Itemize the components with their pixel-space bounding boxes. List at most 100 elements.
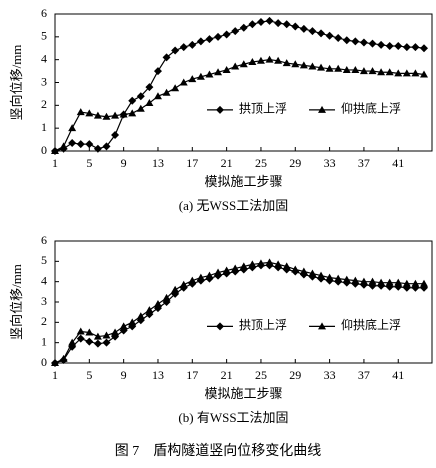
x-tick-label: 37 — [358, 156, 370, 170]
data-point — [102, 331, 111, 339]
y-tick-label: 1 — [41, 334, 47, 348]
x-tick-label: 41 — [392, 156, 404, 170]
data-point — [248, 260, 257, 268]
x-tick-label: 5 — [86, 156, 92, 170]
y-axis-label: 竖向位移/mm — [9, 45, 24, 121]
data-point — [359, 277, 368, 285]
y-tick-label: 4 — [41, 273, 47, 287]
data-point — [119, 110, 128, 118]
x-tick-label: 33 — [324, 156, 336, 170]
data-point — [420, 279, 428, 287]
y-tick-label: 3 — [41, 294, 47, 308]
data-point — [231, 264, 240, 272]
data-point — [265, 258, 274, 266]
data-point — [68, 139, 77, 148]
data-point — [342, 36, 351, 45]
data-point — [317, 63, 326, 71]
data-point — [145, 306, 154, 314]
data-point — [136, 104, 145, 112]
y-tick-label: 4 — [41, 51, 47, 65]
figure-title: 图 7 盾构隧道竖向位移变化曲线 — [115, 443, 322, 459]
y-tick-label: 0 — [41, 143, 47, 157]
series-line — [54, 20, 425, 152]
legend-marker — [318, 322, 327, 330]
y-axis-label: 竖向位移/mm — [9, 264, 24, 340]
data-point — [93, 332, 102, 340]
data-point — [402, 69, 411, 77]
data-point — [171, 285, 180, 293]
data-point — [402, 43, 411, 52]
data-point — [153, 92, 162, 100]
data-point — [68, 124, 77, 132]
data-point — [282, 20, 291, 29]
data-point — [196, 273, 205, 281]
data-point — [411, 279, 420, 287]
series-line — [54, 261, 424, 364]
data-point — [51, 359, 59, 366]
x-tick-label: 1 — [52, 368, 58, 382]
data-point — [377, 278, 386, 286]
y-tick-label: 6 — [41, 233, 47, 247]
data-point — [420, 44, 428, 53]
x-tick-label: 17 — [186, 156, 198, 170]
data-point — [136, 312, 145, 320]
caption: (a) 无WSS工法加固 — [179, 198, 288, 213]
data-point — [274, 56, 283, 64]
data-point — [171, 84, 180, 92]
data-point — [128, 318, 137, 326]
x-tick-label: 21 — [221, 368, 233, 382]
x-tick-label: 21 — [221, 156, 233, 170]
data-point — [334, 274, 343, 282]
data-point — [411, 43, 420, 52]
data-point — [394, 278, 403, 286]
data-point — [145, 83, 154, 92]
data-point — [265, 16, 274, 25]
data-point — [93, 339, 102, 348]
data-point — [420, 70, 428, 78]
data-point — [274, 260, 283, 268]
plot-frame — [54, 13, 433, 152]
legend-label: 仰拱底上浮 — [341, 101, 401, 116]
data-point — [222, 30, 231, 39]
data-point — [179, 43, 188, 52]
data-point — [214, 268, 223, 276]
data-point — [351, 37, 360, 46]
data-point — [256, 259, 265, 267]
x-tick-label: 41 — [392, 368, 404, 382]
data-point — [222, 266, 231, 274]
data-point — [214, 32, 223, 41]
x-tick-label: 5 — [86, 368, 92, 382]
y-tick-label: 5 — [41, 29, 47, 43]
data-point — [59, 142, 68, 150]
data-point — [119, 322, 128, 330]
x-tick-label: 13 — [152, 368, 164, 382]
data-point — [351, 276, 360, 284]
data-point — [317, 271, 326, 279]
x-tick-label: 37 — [358, 368, 370, 382]
data-point — [308, 269, 317, 277]
data-point — [59, 354, 68, 362]
legend-marker — [216, 105, 224, 114]
x-axis-label: 模拟施工步骤 — [204, 386, 282, 401]
data-point — [274, 19, 283, 28]
data-point — [76, 108, 85, 116]
data-point — [162, 53, 171, 62]
data-point — [136, 92, 145, 101]
data-point — [111, 111, 120, 119]
data-point — [231, 27, 240, 36]
data-point — [325, 31, 334, 40]
data-point — [291, 265, 300, 273]
data-point — [93, 111, 102, 119]
data-point — [334, 33, 343, 42]
data-point — [102, 142, 111, 151]
data-point — [291, 22, 300, 31]
data-point — [196, 72, 205, 80]
y-tick-label: 6 — [41, 6, 47, 20]
data-point — [76, 334, 85, 343]
data-point — [128, 96, 137, 105]
data-point — [188, 40, 197, 49]
data-point — [282, 59, 291, 67]
data-point — [411, 69, 420, 77]
